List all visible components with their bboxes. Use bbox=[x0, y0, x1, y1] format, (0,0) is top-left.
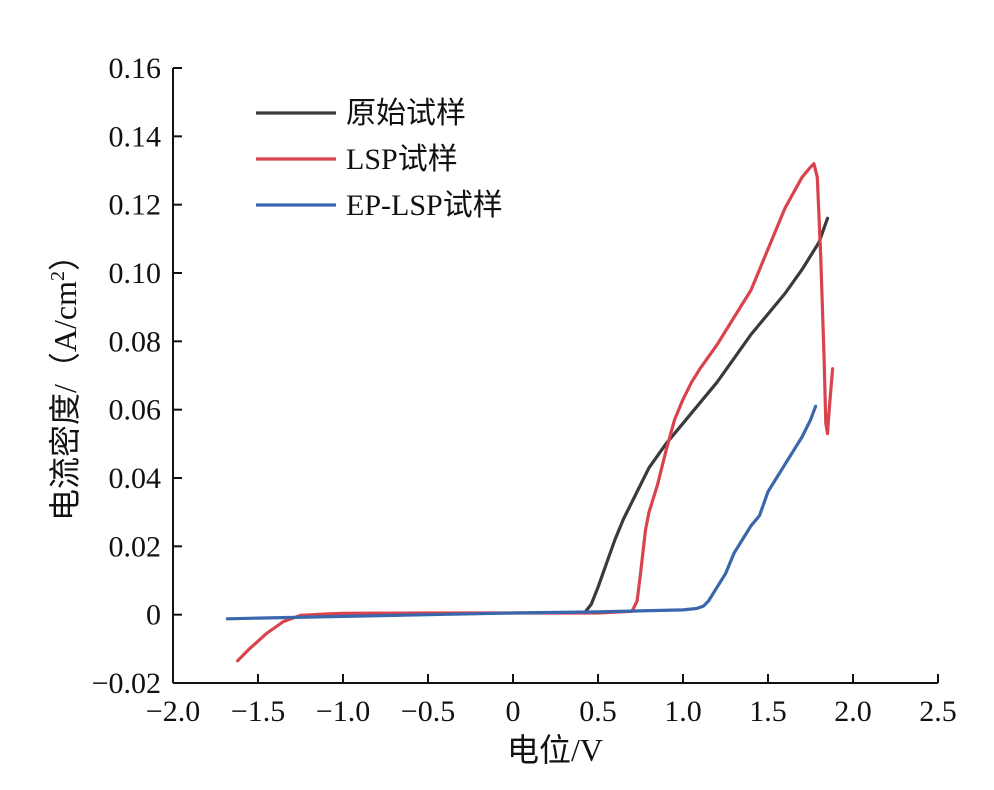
legend-label-2: LSP试样 bbox=[346, 143, 458, 176]
axes: −2.0 −1.5 −1.0 −0.5 0 0.5 1.0 1.5 2.0 2.5 −0.02 0 0.… bbox=[92, 52, 957, 728]
y-axis-title-superscript: 2 bbox=[47, 271, 69, 281]
legend: 原始试样 LSP试样 EP-LSP试样 bbox=[256, 97, 503, 222]
y-axis-title-main: 电流密度/（A/cm bbox=[47, 281, 83, 521]
x-tick-label: 1.0 bbox=[664, 695, 702, 728]
x-tick-label: 0.5 bbox=[579, 695, 617, 728]
y-tick-label: 0.10 bbox=[109, 257, 162, 290]
y-tick-label: −0.02 bbox=[92, 667, 161, 700]
y-axis-title: 电流密度/（A/cm2） bbox=[47, 239, 83, 521]
x-axis-title: 电位/V bbox=[507, 732, 603, 768]
y-tick-label: 0.06 bbox=[109, 394, 162, 427]
series-line-3 bbox=[225, 404, 818, 621]
series-line-2 bbox=[236, 162, 835, 663]
x-tick-label: −2.0 bbox=[146, 695, 200, 728]
x-tick-label: 1.5 bbox=[749, 695, 787, 728]
x-tick-label: −1.0 bbox=[316, 695, 370, 728]
x-tick-label: −0.5 bbox=[401, 695, 455, 728]
series-layer bbox=[225, 162, 835, 663]
legend-label-1: 原始试样 bbox=[346, 97, 466, 130]
x-tick-label: −1.5 bbox=[231, 695, 285, 728]
x-tick-label: 2.0 bbox=[834, 695, 872, 728]
y-tick-label: 0.08 bbox=[109, 325, 162, 358]
y-tick-label: 0.14 bbox=[109, 120, 162, 153]
y-axis-title-close: ） bbox=[47, 239, 83, 271]
y-tick-label: 0.12 bbox=[109, 189, 162, 222]
y-tick-label: 0.02 bbox=[109, 530, 162, 563]
x-tick-label: 0 bbox=[506, 695, 521, 728]
legend-label-3: EP-LSP试样 bbox=[346, 189, 503, 222]
x-tick-label: 2.5 bbox=[919, 695, 957, 728]
series-line-1 bbox=[582, 216, 830, 615]
y-tick-label: 0 bbox=[146, 599, 161, 632]
y-tick-label: 0.04 bbox=[109, 462, 162, 495]
y-tick-label: 0.16 bbox=[109, 52, 162, 85]
